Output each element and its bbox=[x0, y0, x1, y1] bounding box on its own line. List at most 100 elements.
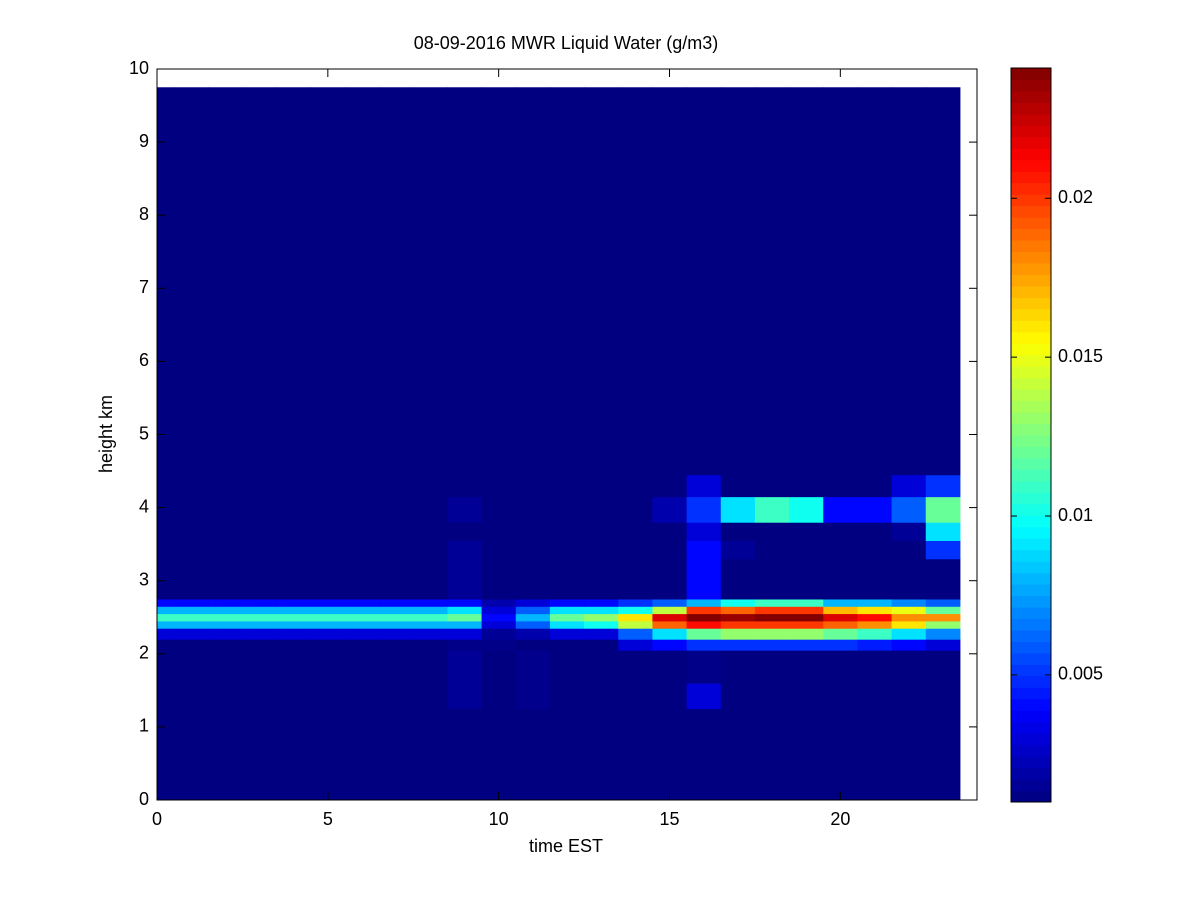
heatmap-cell bbox=[789, 87, 824, 476]
heatmap-cell bbox=[857, 474, 893, 498]
heatmap-cell bbox=[686, 620, 722, 629]
heatmap-cell bbox=[344, 683, 380, 710]
heatmap-cell bbox=[754, 474, 790, 498]
heatmap-cell bbox=[208, 558, 243, 600]
heatmap-cell bbox=[652, 650, 688, 684]
heatmap-cell bbox=[891, 620, 927, 629]
heatmap-cell bbox=[481, 540, 517, 560]
heatmap-cell bbox=[857, 606, 893, 615]
heatmap-cell bbox=[720, 598, 756, 607]
heatmap-cell bbox=[549, 683, 585, 710]
heatmap-cell bbox=[789, 558, 824, 600]
heatmap-cell bbox=[276, 613, 312, 622]
colorbar-tick-label: 0.005 bbox=[1058, 664, 1103, 684]
colorbar-step bbox=[1011, 652, 1051, 665]
heatmap-cell bbox=[379, 474, 414, 498]
heatmap-cell bbox=[891, 606, 927, 615]
heatmap-cell bbox=[481, 708, 517, 801]
colorbar-step bbox=[1011, 205, 1051, 218]
heatmap-cell bbox=[584, 639, 619, 651]
heatmap-cell bbox=[481, 606, 517, 615]
heatmap-cell bbox=[379, 522, 414, 541]
heatmap-cell bbox=[652, 683, 688, 710]
heatmap-cell bbox=[584, 496, 619, 523]
heatmap-cell bbox=[925, 613, 961, 622]
heatmap-cell bbox=[789, 522, 824, 541]
heatmap-cell bbox=[413, 606, 448, 615]
heatmap-cell bbox=[447, 87, 483, 476]
heatmap-cell bbox=[789, 598, 824, 607]
heatmap-cell bbox=[379, 628, 414, 640]
heatmap-cell bbox=[515, 708, 551, 801]
heatmap-cell bbox=[857, 496, 893, 523]
heatmap-cell bbox=[208, 522, 243, 541]
heatmap-cell bbox=[549, 639, 585, 651]
heatmap-cell bbox=[157, 598, 175, 607]
heatmap-cell bbox=[379, 606, 414, 615]
heatmap-cell bbox=[720, 683, 756, 710]
heatmap-cell bbox=[242, 606, 278, 615]
heatmap-cell bbox=[447, 598, 483, 607]
colorbar-step bbox=[1011, 664, 1051, 677]
heatmap-cell bbox=[686, 650, 722, 684]
heatmap-cell bbox=[823, 540, 858, 560]
heatmap-cell bbox=[720, 522, 756, 541]
heatmap-cell bbox=[754, 540, 790, 560]
heatmap-cell bbox=[789, 496, 824, 523]
heatmap-cell bbox=[481, 598, 517, 607]
heatmap-cell bbox=[276, 708, 312, 801]
heatmap-cell bbox=[618, 639, 653, 651]
y-tick-label: 8 bbox=[139, 204, 149, 224]
heatmap-cell bbox=[276, 598, 312, 607]
colorbar-step bbox=[1011, 629, 1051, 642]
heatmap-cell bbox=[925, 474, 961, 498]
colorbar-step bbox=[1011, 297, 1051, 310]
heatmap-cell bbox=[720, 474, 756, 498]
heatmap-cell bbox=[208, 650, 243, 684]
heatmap-cell bbox=[208, 606, 243, 615]
colorbar-step bbox=[1011, 262, 1051, 275]
heatmap-cell bbox=[413, 628, 448, 640]
heatmap-cell bbox=[754, 558, 790, 600]
heatmap-cell bbox=[754, 683, 790, 710]
x-tick-label: 20 bbox=[830, 809, 850, 829]
heatmap-cell bbox=[379, 540, 414, 560]
heatmap-cell bbox=[481, 474, 517, 498]
colorbar-step bbox=[1011, 412, 1051, 425]
heatmap-cell bbox=[618, 650, 653, 684]
heatmap-cell bbox=[344, 598, 380, 607]
heatmap-cell bbox=[618, 620, 653, 629]
heatmap-cell bbox=[344, 540, 380, 560]
heatmap-cell bbox=[652, 522, 688, 541]
colorbar-step bbox=[1011, 538, 1051, 551]
heatmap-cell bbox=[549, 606, 585, 615]
heatmap-cell bbox=[686, 540, 722, 560]
heatmap-cell bbox=[618, 683, 653, 710]
colorbar-step bbox=[1011, 102, 1051, 115]
heatmap-cell bbox=[242, 598, 278, 607]
heatmap-cell bbox=[823, 496, 858, 523]
heatmap-cell bbox=[242, 540, 278, 560]
colorbar-step bbox=[1011, 251, 1051, 264]
heatmap-cell bbox=[857, 522, 893, 541]
heatmap-cell bbox=[549, 613, 585, 622]
heatmap-cell bbox=[276, 87, 312, 476]
heatmap-cell bbox=[276, 522, 312, 541]
colorbar-tick-label: 0.015 bbox=[1058, 346, 1103, 366]
heatmap-cell bbox=[515, 683, 551, 710]
heatmap-cell bbox=[310, 650, 346, 684]
heatmap-cell bbox=[754, 613, 790, 622]
x-tick-label: 10 bbox=[489, 809, 509, 829]
heatmap-cell bbox=[720, 606, 756, 615]
heatmap-cell bbox=[310, 606, 346, 615]
heatmap-cell bbox=[891, 558, 927, 600]
heatmap-cell bbox=[618, 87, 653, 476]
heatmap-cell bbox=[652, 598, 688, 607]
heatmap-cell bbox=[789, 474, 824, 498]
heatmap-cell bbox=[618, 522, 653, 541]
heatmap-cell bbox=[413, 683, 448, 710]
heatmap-cell bbox=[276, 606, 312, 615]
colorbar-step bbox=[1011, 217, 1051, 230]
heatmap-cell bbox=[310, 540, 346, 560]
heatmap-cell bbox=[618, 558, 653, 600]
